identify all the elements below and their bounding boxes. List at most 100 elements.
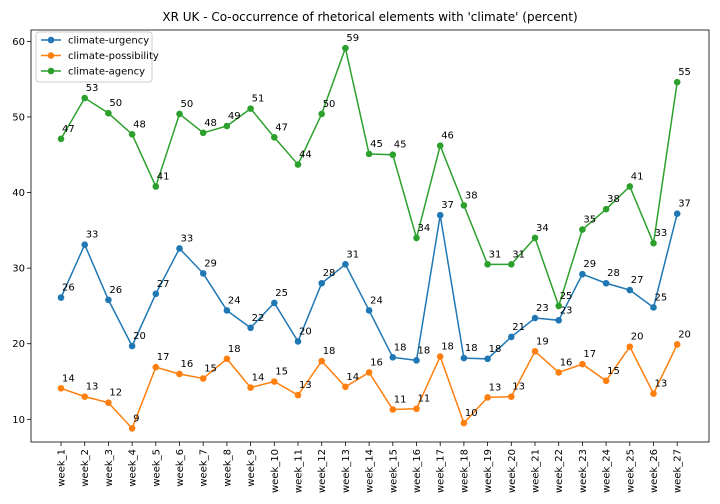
y-tick-label: 40 <box>12 188 25 199</box>
data-point <box>602 377 610 385</box>
x-tick-label: week_20 <box>507 449 518 493</box>
x-tick-label: week_1 <box>57 449 68 487</box>
data-point <box>673 78 681 86</box>
data-point <box>105 109 112 117</box>
data-point <box>199 129 207 137</box>
data-label: 48 <box>133 119 146 130</box>
data-point <box>531 347 539 355</box>
data-point <box>484 261 491 268</box>
data-label: 24 <box>228 295 241 306</box>
data-label: 34 <box>418 223 431 234</box>
data-point <box>105 399 112 406</box>
x-tick-label: week_3 <box>104 449 115 487</box>
data-label: 18 <box>418 345 431 356</box>
data-point <box>223 355 231 363</box>
y-tick-label: 50 <box>12 112 25 123</box>
data-label: 17 <box>583 349 596 360</box>
data-point <box>81 94 88 102</box>
data-point <box>508 261 515 268</box>
data-point <box>342 261 349 268</box>
x-tick-label: week_14 <box>365 449 376 493</box>
data-point <box>152 183 160 190</box>
data-point <box>508 333 515 341</box>
data-label: 31 <box>512 249 525 260</box>
data-point <box>57 135 65 143</box>
y-axis: 10 20 30 40 50 60 <box>12 37 31 426</box>
data-point <box>247 324 254 332</box>
data-label: 47 <box>62 124 75 135</box>
data-point <box>176 245 183 252</box>
data-label: 51 <box>252 94 265 105</box>
series-climate-agency: 47 53 50 48 41 50 48 49 51 47 44 50 59 45 45 34 46 38 31 31… <box>57 33 691 310</box>
legend-label: climate-agency <box>68 67 145 78</box>
data-point <box>247 384 254 391</box>
x-tick-label: week_9 <box>246 449 257 487</box>
data-label: 34 <box>536 223 549 234</box>
data-label: 11 <box>394 394 407 405</box>
data-label: 31 <box>489 249 502 260</box>
data-label: 59 <box>346 33 359 44</box>
data-point <box>673 210 681 217</box>
data-label: 20 <box>133 331 146 342</box>
series-climate-possibility: 14 13 12 9 17 16 15 18 14 15 13 18 14 16 11 11 18 10 13 13 1… <box>57 329 691 432</box>
data-point <box>318 110 326 118</box>
data-point <box>57 294 65 301</box>
x-axis: week_1 week_2 week_3 week_4 week_5 week_6 week… <box>57 442 684 493</box>
data-point <box>673 341 681 348</box>
plot-area-frame <box>30 29 710 443</box>
data-point <box>152 363 160 371</box>
data-point <box>294 338 302 345</box>
data-point <box>436 211 444 219</box>
data-label: 55 <box>678 67 691 78</box>
data-point <box>176 110 183 118</box>
data-point <box>389 406 397 413</box>
data-point <box>555 302 562 310</box>
data-label: 38 <box>607 194 620 205</box>
data-point <box>650 390 657 397</box>
data-point <box>128 342 136 350</box>
x-tick-label: week_12 <box>317 449 328 493</box>
data-label: 47 <box>275 122 288 133</box>
data-label: 46 <box>441 131 454 142</box>
data-label: 24 <box>370 295 383 306</box>
data-point <box>223 122 231 130</box>
data-label: 53 <box>86 83 99 94</box>
data-label: 28 <box>323 268 336 279</box>
data-label: 50 <box>109 98 122 109</box>
data-point <box>460 419 468 427</box>
x-tick-label: week_26 <box>649 449 660 493</box>
data-point <box>508 393 515 400</box>
data-label: 25 <box>275 288 288 299</box>
data-label: 11 <box>418 394 431 405</box>
data-label: 20 <box>299 326 312 337</box>
data-label: 20 <box>631 332 644 343</box>
data-point <box>626 343 634 351</box>
data-point <box>223 307 231 314</box>
data-label: 15 <box>204 363 217 374</box>
data-label: 15 <box>607 366 620 377</box>
data-label: 49 <box>228 111 241 122</box>
x-tick-label: week_27 <box>673 449 684 493</box>
data-point <box>460 202 468 209</box>
chart-title: XR UK - Co-occurrence of rhetorical elem… <box>162 10 577 24</box>
data-point <box>365 150 373 158</box>
legend-label: climate-urgency <box>68 36 149 47</box>
x-tick-label: week_25 <box>625 449 636 493</box>
data-label: 41 <box>631 171 644 182</box>
data-point <box>389 151 397 159</box>
data-label: 18 <box>323 346 336 357</box>
data-point <box>294 161 302 168</box>
data-label: 14 <box>252 373 265 384</box>
data-point <box>460 354 468 362</box>
data-point <box>579 270 586 278</box>
data-label: 16 <box>560 357 573 368</box>
data-point <box>579 360 586 368</box>
x-tick-label: week_10 <box>270 449 281 493</box>
data-point <box>271 299 278 307</box>
series-line <box>60 213 678 362</box>
data-label: 21 <box>512 322 525 333</box>
data-label: 25 <box>655 292 668 303</box>
data-label: 17 <box>157 352 170 363</box>
data-point <box>555 369 562 376</box>
data-point <box>602 279 610 287</box>
